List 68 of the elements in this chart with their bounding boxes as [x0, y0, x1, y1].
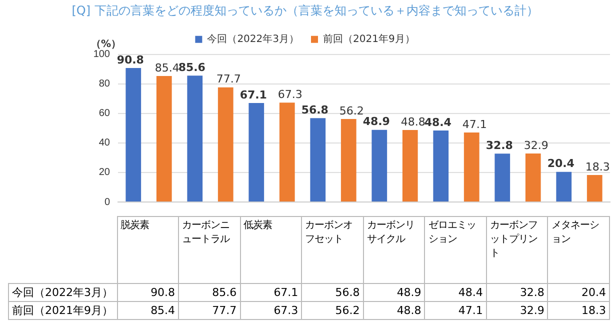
- bar: [586, 174, 602, 202]
- x-tick-label: 低炭素: [240, 216, 302, 284]
- data-label: 56.2: [339, 104, 364, 118]
- x-tick-label: カーボンフットプリント: [486, 216, 548, 284]
- text: 56.2: [302, 302, 364, 320]
- x-tick-label: 脱炭素: [117, 216, 179, 284]
- y-tick-label: 0: [104, 196, 110, 208]
- x-tick-label: カーボンニュートラル: [178, 216, 240, 284]
- data-label: 47.1: [462, 118, 487, 131]
- bar: [525, 153, 541, 202]
- chart-title: [Q] 下記の言葉をどの程度知っているか（言葉を知っている＋内容まで知っている計）: [72, 3, 538, 18]
- data-label: 67.3: [278, 88, 302, 102]
- bar: [187, 76, 203, 202]
- bar: [340, 119, 356, 202]
- text: 48.9: [363, 284, 425, 302]
- text: 18.3: [548, 302, 610, 320]
- data-label: 32.9: [524, 138, 548, 152]
- text: 48.8: [363, 302, 425, 320]
- y-tick-label: 100: [93, 49, 110, 60]
- bar: [218, 87, 234, 202]
- bar: [126, 68, 142, 202]
- legend-label: 今回（2022年3月）: [207, 32, 299, 45]
- data-label: 48.4: [424, 116, 452, 129]
- bar: [248, 102, 264, 202]
- bar: [279, 102, 295, 202]
- bar: [402, 130, 418, 202]
- text: 48.4: [424, 284, 486, 302]
- bar: [556, 172, 572, 202]
- text: 85.6: [178, 284, 240, 302]
- text: 47.1: [424, 302, 486, 320]
- text: 20.4: [548, 284, 610, 302]
- data-label: 90.8: [116, 53, 144, 66]
- text: 77.7: [178, 302, 240, 320]
- x-tick-label: ゼロエミッション: [424, 216, 486, 284]
- data-label: 85.4: [154, 61, 180, 74]
- y-axis-title: （%）: [90, 38, 122, 50]
- x-tick-label: メタネーション: [548, 216, 610, 284]
- y-tick-label: 20: [98, 167, 110, 178]
- y-tick-label: 40: [98, 138, 110, 149]
- data-label: 85.6: [178, 61, 206, 74]
- text: 32.8: [486, 284, 548, 302]
- data-label: 48.9: [362, 115, 390, 128]
- data-label: 32.8: [486, 138, 513, 152]
- bar: [310, 118, 326, 202]
- x-tick-label: カーボンリサイクル: [363, 216, 425, 284]
- data-label: 48.8: [400, 115, 426, 128]
- text: 67.1: [240, 284, 302, 302]
- bar: [433, 130, 449, 202]
- text: 67.3: [240, 302, 302, 320]
- data-label: 18.3: [585, 160, 610, 174]
- data-label: 67.1: [240, 88, 267, 102]
- x-tick-label: カーボンオフセット: [302, 216, 364, 284]
- bar: [494, 154, 510, 202]
- data-label: 20.4: [547, 157, 575, 170]
- y-tick-label: 60: [98, 108, 110, 120]
- bar: [156, 76, 172, 202]
- text: 今回（2022年3月）: [12, 286, 113, 299]
- legend-label: 前回（2021年9月）: [323, 32, 415, 45]
- text: 56.8: [302, 284, 364, 302]
- data-label: 56.8: [301, 104, 328, 117]
- text: 32.9: [486, 302, 548, 320]
- y-tick-label: 80: [98, 78, 110, 90]
- data-label: 77.7: [216, 72, 241, 86]
- text: 90.8: [117, 284, 179, 302]
- text: 前回（2021年9月）: [12, 304, 113, 317]
- text: 85.4: [117, 302, 179, 320]
- bar: [372, 130, 388, 202]
- bar: [464, 132, 480, 202]
